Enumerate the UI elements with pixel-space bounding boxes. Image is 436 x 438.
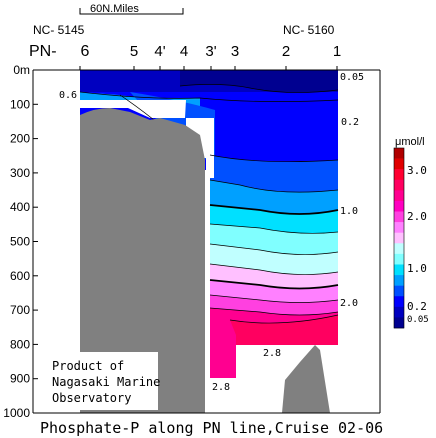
colorbar-swatch-4 [394,190,404,202]
field-0.05-layer [180,70,338,93]
colorbar-swatch-6 [394,211,404,223]
colorbar-swatch-13 [394,285,404,297]
station-label-3: 4 [180,43,188,60]
colorbar-swatch-15 [394,306,404,318]
credit-line-3: Observatory [52,391,131,405]
contour-label-2.8b: 2.8 [212,382,230,393]
contour-label-1.0: 1.0 [340,206,358,217]
white-gap-left [80,100,186,118]
station-label-2: 4' [154,43,165,60]
y-tick-label-300: 300 [10,166,30,180]
y-tick-label-400: 400 [10,200,30,214]
colorbar-swatch-3 [394,179,404,191]
contour-h [209,294,339,303]
contour-e [209,243,339,255]
field-layer-8 [210,295,338,315]
land-slope [80,108,205,413]
colorbar-label-1.0: 1.0 [407,262,427,275]
credit-line-2: Nagasaki Marine [52,375,160,389]
station-end-label: NC- 5160 [283,23,335,37]
contour-f [209,263,339,275]
contour-i [209,307,339,316]
contour-b [209,179,339,193]
field-layer-1 [210,155,338,193]
field-layer-4 [210,224,338,255]
colorbar-label-3.0: 3.0 [407,164,427,177]
colorbar-swatch-10 [394,253,404,265]
contour-label-2.0: 2.0 [340,298,358,309]
colorbar-swatch-8 [394,232,404,244]
colorbar-label-0.05: 0.05 [407,315,429,325]
station-label-6: 2 [282,43,290,60]
colorbar-swatch-9 [394,243,404,255]
station-label-5: 3 [231,43,239,60]
contour-label-0.6: 0.6 [59,90,77,101]
land-ridge [282,345,330,413]
y-tick-label-800: 800 [10,337,30,351]
contour-j [229,314,339,324]
y-tick-label-200: 200 [10,132,30,146]
y-axis-ticks: 0m 100 200 300 400 500 600 700 800 900 1000 [3,63,38,420]
y-tick-label-600: 600 [10,269,30,283]
contour-lines [80,84,339,324]
y-tick-label-900: 900 [10,372,30,386]
colorbar-swatch-16 [394,317,404,329]
colorbar-unit: μmol/l [395,136,425,148]
contour-d [209,223,339,234]
scale-bar-label: 60N.Miles [90,3,139,15]
field-layer-5 [210,244,338,275]
contour-g [209,279,339,290]
contour-c [209,204,339,215]
contour-0.1 [80,91,339,102]
station-label-4: 3' [205,43,216,60]
station-label-0: 6 [81,43,90,60]
station-label-7: 1 [333,43,341,60]
y-tick-label-500: 500 [10,235,30,249]
colorbar-swatch-2 [394,169,404,181]
colorbar-label-2.0: 2.0 [407,210,427,223]
contour-label-0.2: 0.2 [341,117,359,128]
y-tick-label-100: 100 [10,97,30,111]
station-start-label: NC- 5145 [33,23,85,37]
colorbar-swatch-12 [394,275,404,286]
field-layer-10 [230,315,338,345]
contour-0.05 [179,84,339,93]
colorbar-swatch-0 [394,148,404,159]
station-ticks [79,66,338,70]
colorbar: 3.0 2.0 1.0 0.2 0.05 [393,147,429,329]
y-tick-label-0: 0m [13,63,30,77]
contour-label-0.05: 0.05 [340,72,364,83]
contour-a [209,154,339,163]
colorbar-frame [393,147,405,329]
station-label-1: 5 [130,43,138,60]
colorbar-swatch-14 [394,296,404,308]
scale-bar [79,8,184,15]
colorbar-swatch-7 [394,222,404,234]
line-label: PN- [29,43,57,60]
chart-title: Phosphate-P along PN line,Cruise 02-06 [40,419,383,437]
credit-line-1: Product of [52,359,124,373]
white-gap-deep-left [206,158,214,178]
colorbar-label-0.2: 0.2 [407,300,427,313]
credit-box [44,352,158,410]
field-layer-2 [210,180,338,214]
colorbar-swatch-5 [394,200,404,212]
contour-label-2.8a: 2.8 [263,348,281,359]
field-layer-7 [210,280,338,303]
y-tick-label-700: 700 [10,303,30,317]
y-tick-label-1000: 1000 [3,406,30,420]
station-labels: 6 5 4' 4 3' 3 2 1 [81,43,342,60]
colorbar-swatch-1 [394,158,404,170]
colorbar-swatch-11 [394,264,404,276]
